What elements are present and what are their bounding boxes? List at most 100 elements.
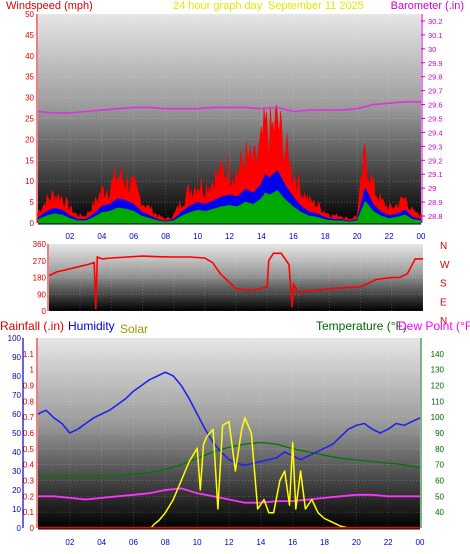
x-tick-label: 00	[416, 538, 425, 547]
barometer-tick-label: 29.8	[428, 73, 443, 82]
windspeed-tick-label: 0	[30, 219, 35, 228]
humidity-series	[37, 371, 421, 467]
temperature-axis-title: Temperature (°F)	[316, 319, 407, 333]
x-tick-label: 12	[225, 232, 234, 241]
barometer-tick-label: 30	[428, 45, 436, 54]
windspeed-series	[37, 104, 422, 224]
x-tick-label: 04	[97, 538, 106, 547]
barometer-axis-title: Barometer (.in)	[391, 0, 464, 12]
rainfall-tick-label: 0.9	[23, 382, 35, 391]
x-tick-label: 08	[161, 538, 170, 547]
rainfall-tick-label: 1	[30, 366, 35, 375]
climate-panel-background	[38, 338, 420, 528]
temperature-tick-label: 90	[435, 429, 444, 438]
barometer-tick-label: 29.9	[428, 59, 443, 68]
temperature-tick-label: 100	[431, 413, 445, 422]
direction-tick-label: 180	[33, 274, 47, 283]
windspeed-tick-label: 35	[25, 73, 34, 82]
humidity-tick-label: 60	[12, 410, 21, 419]
direction-compass-label: N	[440, 241, 447, 252]
x-tick-label: 18	[320, 538, 329, 547]
barometer-tick-label: 29	[428, 184, 436, 193]
x-tick-label: 12	[225, 538, 234, 547]
humidity-tick-label: 70	[12, 391, 21, 400]
axis-labels: 0510152025303540455028.828.92929.129.229…	[8, 10, 450, 547]
rainfall-tick-label: 0.6	[23, 429, 35, 438]
x-tick-label: 08	[161, 232, 170, 241]
x-tick-label: 14	[257, 232, 266, 241]
humidity-tick-label: 30	[12, 467, 21, 476]
barometer-tick-label: 28.8	[428, 212, 443, 221]
x-tick-label: 10	[193, 232, 202, 241]
humidity-tick-label: 0	[17, 524, 22, 533]
solar-legend-label: Solar	[120, 322, 148, 336]
direction-compass-label: S	[440, 279, 447, 290]
barometer-tick-label: 30.2	[428, 17, 443, 26]
barometer-tick-label: 29.4	[428, 128, 443, 137]
barometer-tick-label: 29.1	[428, 170, 443, 179]
windspeed-axis-title: Windspeed (mph)	[6, 0, 93, 12]
temperature-tick-label: 80	[435, 445, 444, 454]
rainfall-tick-label: 0.5	[23, 445, 35, 454]
direction-tick-label: 90	[37, 290, 46, 299]
humidity-axis-title: Humidity	[68, 319, 115, 333]
temperature-tick-label: 70	[435, 461, 444, 470]
direction-tick-label: 270	[33, 257, 47, 266]
windspeed-tick-label: 15	[25, 156, 34, 165]
rainfall-tick-label: 0.8	[23, 397, 35, 406]
windspeed-tick-label: 25	[25, 115, 34, 124]
rainfall-tick-label: 0.1	[23, 508, 35, 517]
graph-date: September 11 2025	[268, 0, 364, 12]
barometer-tick-label: 29.6	[428, 101, 443, 110]
temperature-tick-label: 60	[435, 477, 444, 486]
barometer-tick-label: 29.7	[428, 87, 443, 96]
windspeed-tick-label: 10	[25, 177, 34, 186]
windspeed-min-series	[37, 190, 422, 224]
windspeed-average-series	[37, 170, 422, 224]
x-tick-label: 16	[289, 232, 298, 241]
x-tick-label: 20	[352, 538, 361, 547]
x-tick-label: 14	[256, 538, 265, 547]
windspeed-tick-label: 45	[25, 31, 34, 40]
rainfall-axis-title: Rainfall (.in)	[0, 319, 64, 333]
x-tick-label: 10	[193, 538, 202, 547]
temperature-tick-label: 40	[435, 508, 444, 517]
temperature-tick-label: 140	[431, 350, 445, 359]
direction-compass-label: N	[440, 316, 447, 327]
temperature-tick-label: 130	[431, 366, 445, 375]
solar-series	[38, 417, 420, 529]
windspeed-tick-label: 30	[25, 94, 34, 103]
rainfall-tick-label: 0.3	[23, 477, 35, 486]
barometer-tick-label: 28.9	[428, 198, 443, 207]
humidity-tick-label: 50	[12, 429, 21, 438]
x-tick-label: 06	[129, 232, 138, 241]
temperature-tick-label: 50	[435, 492, 444, 501]
x-tick-label: 06	[129, 538, 138, 547]
barometer-tick-label: 29.5	[428, 115, 443, 124]
humidity-tick-label: 10	[12, 505, 21, 514]
x-tick-label: 00	[417, 232, 426, 241]
direction-tick-label: 0	[42, 307, 47, 316]
windspeed-tick-label: 5	[30, 198, 35, 207]
temperature-series	[38, 441, 421, 477]
rainfall-tick-label: 0	[30, 524, 35, 533]
direction-compass-label: W	[440, 260, 450, 271]
x-tick-label: 20	[353, 232, 362, 241]
x-tick-label: 04	[97, 232, 106, 241]
x-tick-label: 16	[288, 538, 297, 547]
humidity-tick-label: 90	[12, 353, 21, 362]
dewpoint-axis-title: Dew Point (°F)	[398, 319, 470, 333]
direction-compass-label: E	[440, 297, 447, 308]
temperature-tick-label: 120	[431, 382, 445, 391]
humidity-tick-label: 100	[8, 334, 22, 343]
x-tick-label: 22	[385, 232, 394, 241]
windspeed-tick-label: 50	[25, 10, 34, 19]
rainfall-tick-label: 0.2	[23, 492, 35, 501]
humidity-tick-label: 20	[12, 486, 21, 495]
x-tick-label: 02	[65, 538, 74, 547]
barometer-tick-label: 29.2	[428, 156, 443, 165]
rainfall-tick-label: 0.4	[23, 461, 35, 470]
windspeed-tick-label: 40	[25, 52, 34, 61]
x-tick-label: 02	[65, 232, 74, 241]
